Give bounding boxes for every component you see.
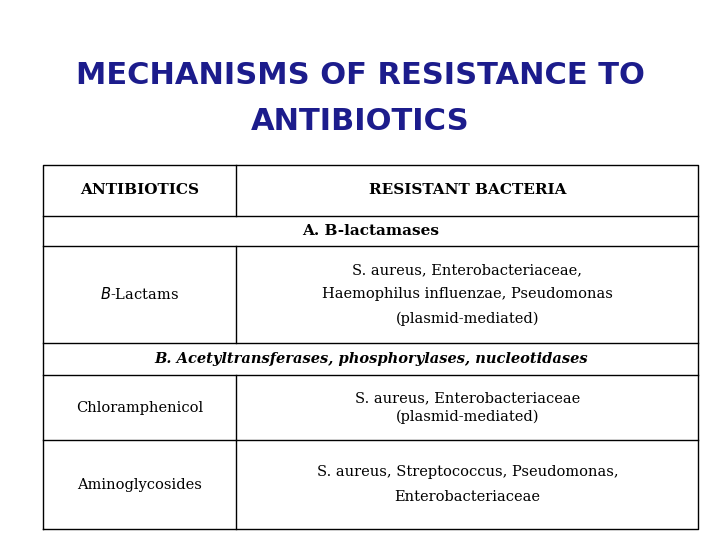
Text: S. aureus, Enterobacteriaceae,: S. aureus, Enterobacteriaceae, — [353, 263, 582, 277]
Text: S. aureus, Streptococcus, Pseudomonas,: S. aureus, Streptococcus, Pseudomonas, — [317, 465, 618, 479]
Text: Chloramphenicol: Chloramphenicol — [76, 401, 204, 415]
Text: RESISTANT BACTERIA: RESISTANT BACTERIA — [369, 184, 566, 197]
Text: MECHANISMS OF RESISTANCE TO: MECHANISMS OF RESISTANCE TO — [76, 61, 644, 90]
Text: Enterobacteriaceae: Enterobacteriaceae — [395, 490, 541, 504]
Text: Aminoglycosides: Aminoglycosides — [78, 478, 202, 491]
Text: ANTIBIOTICS: ANTIBIOTICS — [81, 184, 199, 197]
Text: Haemophilus influenzae, Pseudomonas: Haemophilus influenzae, Pseudomonas — [322, 287, 613, 301]
Text: ANTIBIOTICS: ANTIBIOTICS — [251, 107, 469, 136]
Text: A. B-lactamases: A. B-lactamases — [302, 224, 439, 238]
Text: B. Acetyltransferases, phosphorylases, nucleotidases: B. Acetyltransferases, phosphorylases, n… — [154, 352, 588, 366]
Text: (plasmid-mediated): (plasmid-mediated) — [396, 410, 539, 424]
Text: $\it{B}$-Lactams: $\it{B}$-Lactams — [100, 286, 179, 302]
Text: (plasmid-mediated): (plasmid-mediated) — [396, 312, 539, 326]
Text: S. aureus, Enterobacteriaceae: S. aureus, Enterobacteriaceae — [355, 392, 580, 406]
